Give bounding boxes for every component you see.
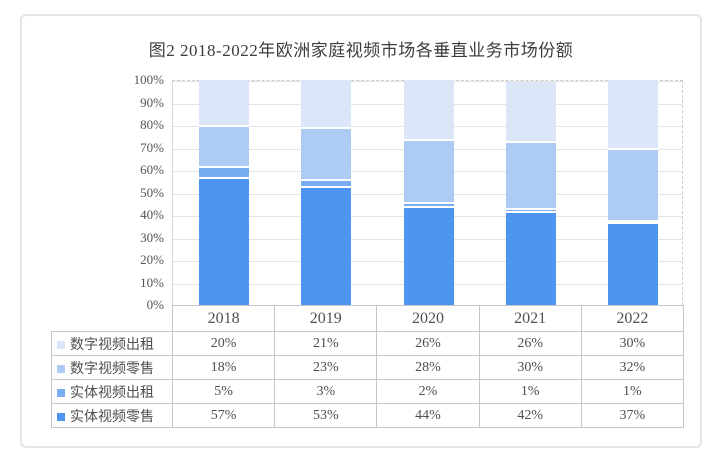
bar-segment [403,206,454,305]
bar-segment [505,140,556,209]
legend-label: 数字视频出租 [70,337,154,353]
value-cell: 5% [171,379,276,404]
legend-label-cell: 数字视频出租 [51,331,173,356]
bar-segment [505,208,556,211]
value-cell: 32% [580,355,685,380]
bar-segment [607,219,658,222]
value-cell: 26% [478,331,582,356]
chart-title: 图2 2018-2022年欧洲家庭视频市场各垂直业务市场份额 [148,41,574,60]
value-cell: 44% [376,403,480,428]
year-header: 2020 [376,305,480,332]
y-axis-tick-label: 40% [140,207,164,222]
y-axis-tick-label: 60% [140,162,164,177]
chart-card: 图2 2018-2022年欧洲家庭视频市场各垂直业务市场份额 2018 2019 2… [20,14,702,448]
bar-segment [607,147,658,220]
value-cell: 30% [580,331,685,356]
bar-segment [301,179,352,186]
bar-segment [199,165,250,177]
value-cell: 1% [478,379,582,404]
legend-marker-icon [57,340,65,349]
y-axis-tick-label: 80% [140,117,164,132]
bar-segment [607,80,658,148]
bar-segment [301,127,352,179]
value-cell: 3% [274,379,378,404]
plot-area [172,80,683,305]
legend-label: 实体视频出租 [70,385,154,401]
value-cell: 30% [478,355,582,380]
legend-row: 实体视频出租 5% 3% 2% 1% 1% [51,379,685,404]
y-axis-tick-label: 70% [140,139,164,155]
legend-label: 数字视频零售 [70,361,154,377]
value-cell: 23% [274,355,378,380]
value-cell: 21% [274,331,378,356]
y-axis-tick-label: 30% [140,229,164,245]
value-cell: 20% [171,331,276,356]
bar-segment [607,221,658,305]
value-cell: 18% [171,355,276,380]
year-header: 2022 [580,305,685,332]
bar-segment [199,125,250,166]
bar-segment [505,82,556,141]
value-cell: 57% [171,403,276,428]
y-axis-tick-label: 90% [140,94,164,110]
bar-segment [403,80,454,139]
legend-row: 数字视频零售 18% 23% 28% 30% 32% [51,355,685,380]
value-cell: 53% [274,403,378,428]
year-header: 2021 [478,305,582,332]
bar-segment [301,80,352,128]
bar-segment [199,176,250,305]
bar-segment [403,201,454,206]
year-header: 2018 [171,305,276,332]
value-cell: 2% [376,379,480,404]
value-cell: 28% [376,355,480,380]
y-axis-tick-label: 0% [146,297,164,312]
value-cell: 26% [376,331,480,356]
value-cell: 37% [580,403,685,428]
value-cell: 42% [478,403,582,428]
y-axis-tick-label: 50% [140,184,164,200]
bar-segment [301,185,352,305]
data-table: 2018 2019 2020 2021 2022 数字视频出租 20% 21% 26% 26% 30… [51,305,685,428]
legend-label: 实体视频零售 [70,409,154,425]
y-axis-tick-label: 20% [140,252,164,267]
legend-marker-icon [57,388,65,397]
legend-row: 数字视频出租 20% 21% 26% 26% 30% [51,331,685,356]
year-header: 2019 [274,305,378,332]
bar-segment [403,138,454,202]
y-axis-tick-label: 10% [140,274,164,290]
legend-label-cell: 实体视频出租 [51,379,173,404]
bar-segment [199,80,250,125]
bar-segment [505,210,556,305]
year-header-row: 2018 2019 2020 2021 2022 [52,305,685,332]
legend-label-cell: 数字视频零售 [51,355,173,380]
legend-row: 实体视频零售 57% 53% 44% 42% 37% [51,403,685,428]
value-cell: 1% [580,379,685,404]
y-axis-tick-label: 100% [133,72,164,87]
legend-label-cell: 实体视频零售 [51,403,173,428]
legend-marker-icon [57,364,65,373]
legend-marker-icon [57,412,65,421]
